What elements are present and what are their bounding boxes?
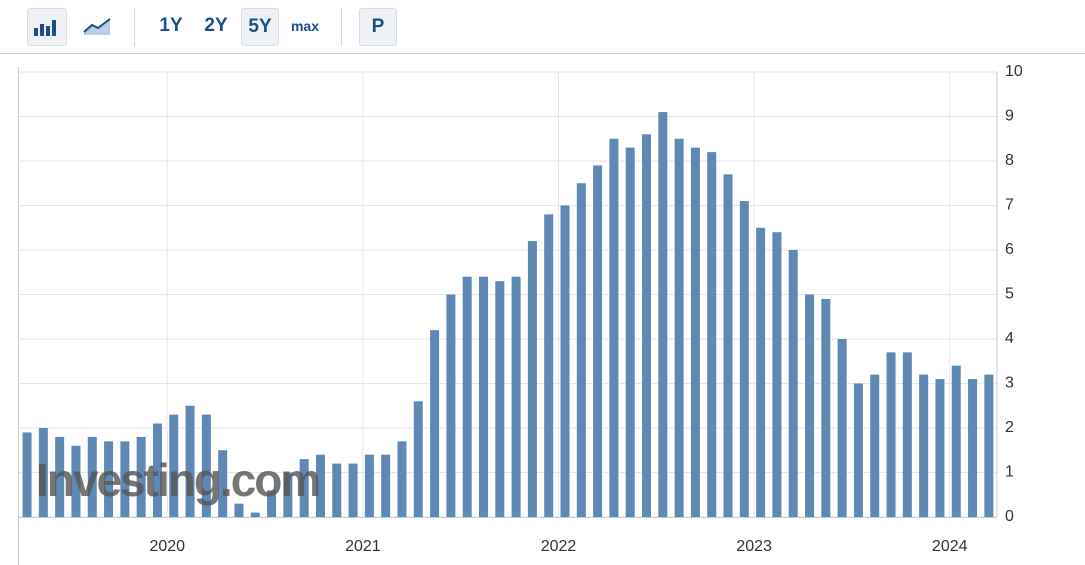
bar <box>38 428 48 517</box>
bar <box>576 183 586 517</box>
bar <box>886 352 896 517</box>
bar <box>593 165 603 517</box>
bar <box>22 432 32 517</box>
x-tick-label: 2022 <box>541 538 577 555</box>
bar <box>853 383 863 517</box>
bar <box>462 276 472 517</box>
bar <box>397 441 407 517</box>
bar <box>642 134 652 518</box>
bar <box>919 374 929 517</box>
y-tick-label: 9 <box>1005 108 1014 125</box>
bar <box>267 490 277 517</box>
bar <box>674 138 684 517</box>
line-chart-button[interactable] <box>79 8 117 44</box>
bar <box>136 436 146 517</box>
separator <box>341 8 342 46</box>
bar <box>560 205 570 517</box>
x-tick-label: 2023 <box>736 538 772 555</box>
bar <box>55 436 65 517</box>
y-tick-label: 0 <box>1005 508 1014 525</box>
bar <box>658 112 668 518</box>
bar <box>315 454 325 517</box>
bar <box>104 441 114 517</box>
bar <box>332 463 342 517</box>
bar <box>201 414 211 517</box>
y-tick-label: 6 <box>1005 241 1014 258</box>
bar <box>821 298 831 517</box>
range-button[interactable]: max <box>290 18 320 34</box>
bar <box>544 214 554 517</box>
bar <box>218 450 228 517</box>
bar <box>71 445 81 517</box>
range-button[interactable]: 1Y <box>159 15 183 36</box>
bar <box>527 241 537 517</box>
bar <box>609 138 619 517</box>
bar <box>120 441 130 517</box>
y-tick-label: 7 <box>1005 197 1014 214</box>
bar <box>625 147 635 517</box>
bar <box>870 374 880 517</box>
icon <box>34 20 56 36</box>
bar <box>495 281 505 517</box>
bar <box>169 414 179 517</box>
y-tick-label: 5 <box>1005 286 1014 303</box>
bar <box>348 463 358 517</box>
bar <box>788 250 798 517</box>
bar <box>87 436 97 517</box>
bar <box>723 174 733 517</box>
y-tick-label: 3 <box>1005 375 1014 392</box>
icon <box>83 18 111 35</box>
bar <box>283 472 293 517</box>
bar <box>511 276 521 517</box>
bar-chart-button[interactable] <box>27 8 67 46</box>
y-tick-label: 10 <box>1005 63 1023 80</box>
bar <box>413 401 423 517</box>
bar <box>805 294 815 517</box>
toolbar: 1Y 2Y 5Y max P <box>0 0 1085 54</box>
bar <box>935 379 945 517</box>
y-tick-label: 4 <box>1005 330 1014 347</box>
range-button[interactable]: 2Y <box>204 15 228 36</box>
bar <box>250 512 260 517</box>
bar <box>381 454 391 517</box>
watermark: Investing.com <box>36 454 319 506</box>
bar <box>446 294 456 517</box>
bar <box>152 423 162 517</box>
bar <box>739 201 749 518</box>
chart: Investing.com 0 1 2 3 4 5 6 7 8 9 10 2020 2021 2022 20… <box>18 63 1023 565</box>
bar <box>299 459 309 517</box>
x-tick-label: 2020 <box>149 538 185 555</box>
bar <box>478 276 488 517</box>
bar <box>707 152 717 517</box>
bar <box>968 379 978 517</box>
separator <box>134 8 135 46</box>
bar <box>951 365 961 517</box>
bar <box>185 405 195 517</box>
bar <box>690 147 700 517</box>
p-button[interactable]: P <box>359 8 397 46</box>
range-button[interactable]: 5Y <box>241 8 279 46</box>
bar <box>902 352 912 517</box>
x-tick-label: 2024 <box>932 538 968 555</box>
x-tick-label: 2021 <box>345 538 381 555</box>
bar <box>756 227 766 517</box>
y-tick-label: 2 <box>1005 419 1014 436</box>
bar <box>364 454 374 517</box>
bar <box>234 503 244 517</box>
bar <box>430 330 440 517</box>
bar <box>984 374 994 517</box>
bar <box>772 232 782 517</box>
y-tick-label: 1 <box>1005 464 1014 481</box>
y-tick-label: 8 <box>1005 152 1014 169</box>
bar <box>837 339 847 517</box>
